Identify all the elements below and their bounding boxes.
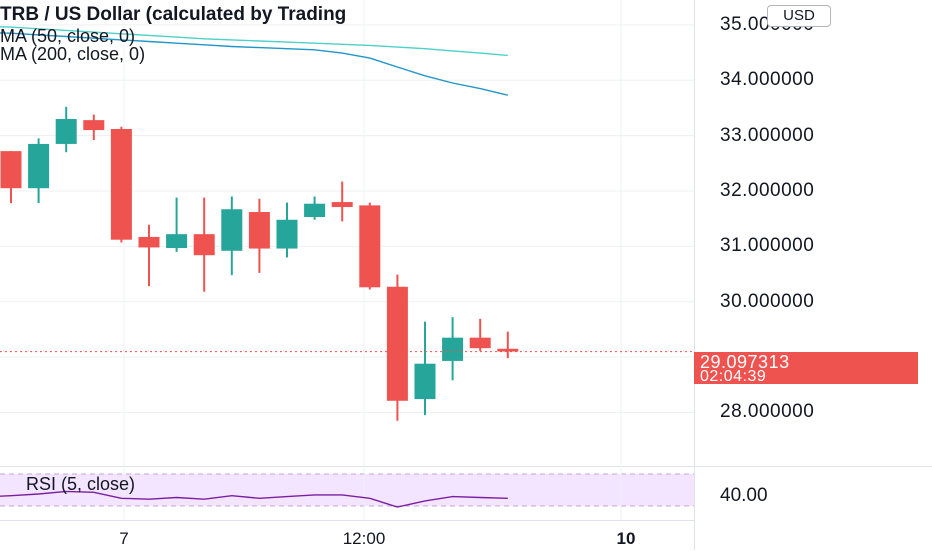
candle-body	[221, 209, 243, 251]
candle	[386, 274, 408, 421]
candle	[248, 198, 270, 273]
ma50-line	[0, 26, 508, 57]
rsi-legend[interactable]: RSI (5, close)	[26, 474, 136, 494]
ma200-line	[0, 32, 508, 96]
candle	[55, 106, 77, 153]
candle	[28, 138, 50, 204]
chart-title: TRB / US Dollar (calculated by Trading	[0, 4, 347, 25]
candle-body	[110, 128, 132, 240]
candle	[304, 196, 326, 220]
rsi-line	[0, 490, 508, 508]
candle-body	[248, 212, 270, 249]
last-price-label: 29.097313 02:04:39	[694, 352, 918, 385]
candle	[331, 181, 353, 222]
price-chart-pane[interactable]	[0, 0, 694, 465]
rsi-pane[interactable]	[0, 468, 694, 520]
candle-body	[166, 234, 188, 248]
time-axis[interactable]: 7 12:00 10	[0, 520, 694, 551]
time-tick-label: 10	[616, 529, 636, 548]
candle-body	[276, 219, 298, 249]
rsi-band	[0, 474, 694, 506]
candle-body	[138, 236, 160, 248]
currency-badge[interactable]: USD	[767, 5, 831, 27]
candle	[166, 197, 188, 252]
axis-divider	[694, 0, 695, 550]
candle	[193, 197, 215, 292]
candle	[442, 317, 464, 381]
candle-body	[442, 337, 464, 361]
rsi-grid	[123, 468, 622, 520]
candle-body	[193, 234, 215, 256]
price-axis[interactable]: 35.00000034.00000033.00000032.00000031.0…	[694, 0, 932, 520]
candle-body	[55, 119, 77, 144]
candle	[221, 196, 243, 276]
rsi-tick-label: 40.00	[720, 485, 768, 506]
moving-averages	[0, 26, 508, 96]
candle-body	[304, 203, 326, 217]
candle-body	[469, 337, 491, 349]
candle	[497, 331, 519, 359]
candle	[138, 224, 160, 287]
candle	[359, 202, 381, 290]
price-tick-label: 34.000000	[720, 69, 815, 91]
ma50-legend[interactable]: MA (50, close, 0)	[0, 26, 136, 46]
candle-body	[0, 151, 22, 189]
price-tick-label: 28.000000	[720, 401, 815, 423]
ma200-legend[interactable]: MA (200, close, 0)	[0, 44, 146, 64]
candle-body	[28, 143, 50, 189]
candle	[83, 114, 105, 141]
price-tick-label: 30.000000	[720, 290, 815, 312]
price-tick-label: 31.000000	[720, 235, 815, 257]
candle	[414, 321, 436, 416]
last-price-value: 29.097313	[700, 352, 790, 372]
candles	[0, 106, 519, 421]
candle-body	[83, 120, 105, 131]
time-tick-label: 12:00	[342, 529, 386, 548]
candle-body	[331, 202, 353, 208]
time-tick-label: 7	[119, 529, 129, 548]
bar-countdown: 02:04:39	[700, 368, 767, 385]
candle-body	[497, 348, 519, 352]
pane-divider[interactable]	[0, 466, 932, 467]
candle-body	[359, 205, 381, 288]
candle	[0, 151, 22, 204]
price-tick-label: 32.000000	[720, 179, 815, 201]
candle	[110, 126, 132, 243]
grid	[0, 0, 694, 465]
price-tick-label: 33.000000	[720, 124, 815, 146]
candle	[469, 318, 491, 351]
candle	[276, 202, 298, 258]
candle-body	[386, 286, 408, 401]
candle-body	[414, 363, 436, 400]
